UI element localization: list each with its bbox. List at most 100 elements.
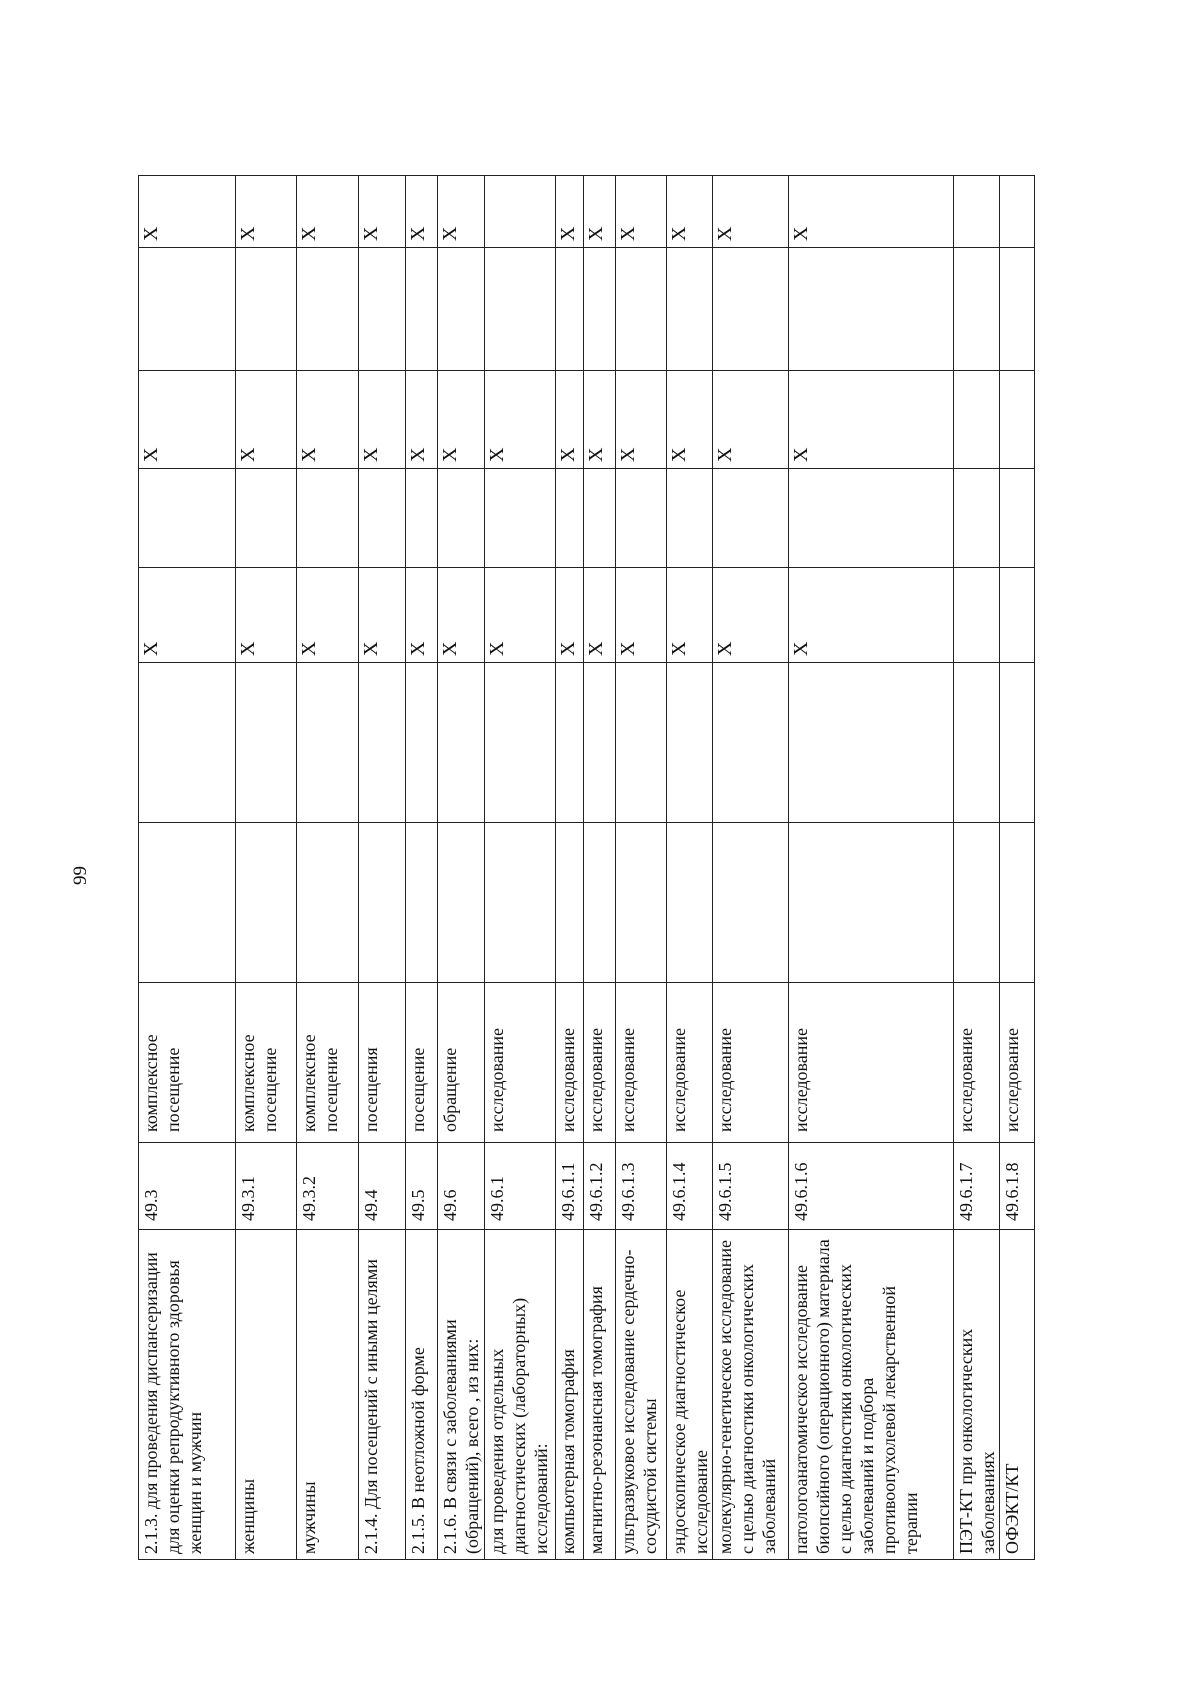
value-cell [666,468,713,568]
value-cell [583,822,616,983]
value-cell: X [712,175,789,248]
table-row: ОФЭКТ/КТ 49.6.1.8 исследование [999,175,1035,1560]
value-cell [788,468,954,568]
value-cell [953,370,1000,469]
row-name-cell: ПЭТ-КТ при онкологических заболеваниях [953,1229,1000,1560]
row-unit-cell: обращение [437,982,485,1143]
value-cell [953,175,1000,248]
value-cell: X [615,175,667,248]
value-cell: X [235,175,297,248]
value-cell [296,662,359,823]
table-row: ультразвуковое исследование сердечно-сос… [615,175,667,1560]
table-row: для проведения отдельных диагностических… [484,175,556,1560]
table-row: 2.1.3. для проведения диспансеризации дл… [138,175,236,1560]
value-cell: X [484,567,556,663]
value-cell [296,822,359,983]
row-name-cell: 2.1.6. В связи с заболеваниями (обращени… [437,1229,485,1560]
row-unit-cell: исследование [666,982,713,1143]
value-cell [296,468,359,568]
value-cell [555,822,584,983]
value-cell: X [712,567,789,663]
value-cell: X [437,370,485,469]
value-cell [484,247,556,371]
table-row: 2.1.5. В неотложной форме 49.5 посещение X X… [405,175,438,1560]
value-cell [615,662,667,823]
value-cell [405,662,438,823]
value-cell [358,247,406,371]
row-unit-cell: комплексное посещение [138,982,236,1143]
value-cell [555,468,584,568]
row-code-cell: 49.6 [437,1142,485,1230]
value-cell [666,247,713,371]
value-cell: X [358,567,406,663]
value-cell: X [235,370,297,469]
value-cell: X [666,175,713,248]
row-code-cell: 49.6.1.6 [788,1142,954,1230]
table-row: женщины 49.3.1 комплексное посещение X X X [235,175,297,1560]
row-code-cell: 49.3 [138,1142,236,1230]
row-name-cell: эндоскопическое диагностическое исследов… [666,1229,713,1560]
value-cell [405,247,438,371]
value-cell [953,662,1000,823]
row-name-cell: 2.1.4. Для посещений с иными целями [358,1229,406,1560]
value-cell [999,468,1035,568]
value-cell: X [615,370,667,469]
value-cell: X [555,370,584,469]
value-cell [437,468,485,568]
row-code-cell: 49.6.1.7 [953,1142,1000,1230]
value-cell [666,662,713,823]
row-unit-cell: посещения [358,982,406,1143]
value-cell [666,822,713,983]
row-code-cell: 49.6.1.1 [555,1142,584,1230]
value-cell [358,822,406,983]
value-cell: X [583,175,616,248]
row-unit-cell: исследование [583,982,616,1143]
row-name-cell: ОФЭКТ/КТ [999,1229,1035,1560]
row-code-cell: 49.4 [358,1142,406,1230]
value-cell: X [138,175,236,248]
value-cell [953,468,1000,568]
value-cell [235,468,297,568]
value-cell: X [583,567,616,663]
value-cell [138,662,236,823]
row-name-cell: 2.1.3. для проведения диспансеризации дл… [138,1229,236,1560]
value-cell [138,468,236,568]
value-cell [953,247,1000,371]
row-name-cell: женщины [235,1229,297,1560]
value-cell [358,468,406,568]
value-cell: X [555,567,584,663]
value-cell [999,175,1035,248]
value-cell [953,822,1000,983]
value-cell [999,370,1035,469]
value-cell [235,822,297,983]
value-cell [437,247,485,371]
value-cell [484,175,556,248]
row-unit-cell: исследование [999,982,1035,1143]
value-cell [999,247,1035,371]
value-cell [235,662,297,823]
row-unit-cell: исследование [484,982,556,1143]
value-cell: X [358,175,406,248]
value-cell: X [405,567,438,663]
row-code-cell: 49.6.1 [484,1142,556,1230]
value-cell [999,567,1035,663]
table-row: мужчины 49.3.2 комплексное посещение X X X [296,175,359,1560]
value-cell: X [615,567,667,663]
table-row: ПЭТ-КТ при онкологических заболеваниях 49… [953,175,1000,1560]
value-cell [405,822,438,983]
value-cell [788,662,954,823]
row-name-cell: патологоанатомическое исследование биопс… [788,1229,954,1560]
value-cell [484,822,556,983]
row-unit-cell: исследование [788,982,954,1143]
value-cell: X [555,175,584,248]
row-code-cell: 49.6.1.5 [712,1142,789,1230]
row-name-cell: магнитно-резонансная томография [583,1229,616,1560]
value-cell [712,468,789,568]
row-name-cell: молекулярно-генетическое исследование с … [712,1229,789,1560]
row-code-cell: 49.6.1.2 [583,1142,616,1230]
row-unit-cell: комплексное посещение [296,982,359,1143]
value-cell: X [712,370,789,469]
row-name-cell: мужчины [296,1229,359,1560]
row-unit-cell: комплексное посещение [235,982,297,1143]
value-cell: X [296,175,359,248]
